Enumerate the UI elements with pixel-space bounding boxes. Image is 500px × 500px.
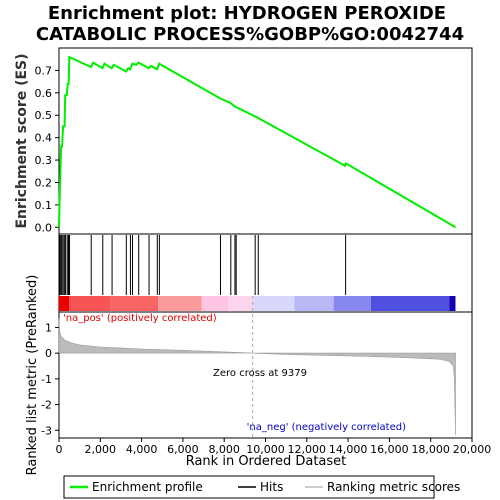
es-tick-label: 0.3 [35,154,53,167]
x-tick-label: 12,000 [288,443,327,456]
enrichment-profile-line [58,55,457,229]
metric-tick-label: -2 [41,399,52,412]
metric-y-ticks: 1 0 -1 -2 -3 [41,321,59,437]
es-tick-label: 0.5 [35,109,53,122]
legend-label: Ranking metric scores [327,480,460,494]
es-y-axis-label: Enrichment score (ES) [14,53,30,228]
gradient-segment [59,296,70,311]
metric-tick-label: 0 [45,347,52,360]
es-tick-label: 0.6 [35,87,53,100]
legend-item: Ranking metric scores [305,480,460,494]
legend-label: Enrichment profile [92,480,203,494]
x-tick-label: 8,000 [208,443,240,456]
legend-item: Hits [238,480,283,494]
x-tick-label: 16,000 [370,443,409,456]
gradient-segment [158,296,202,311]
x-tick-label: 10,000 [246,443,285,456]
zero-cross-label: Zero cross at 9379 [213,368,307,379]
gradient-segment [333,296,371,311]
rank-color-gradient [59,296,456,311]
enrichment-score-panel: 0.0 0.1 0.2 0.3 0.4 0.5 0.6 0.7 Enrichment scor… [14,47,473,235]
es-y-ticks: 0.0 0.1 0.2 0.3 0.4 0.5 0.6 0.7 [35,64,59,234]
gradient-segment [294,296,334,311]
hits-panel [58,233,473,313]
ranked-metric-panel: 1 0 -1 -2 -3 Zero cross at 9379 'na_pos' (po… [25,275,473,476]
es-tick-label: 0.0 [35,221,53,234]
legend-item: Enrichment profile [70,480,203,494]
x-tick-label: 2,000 [85,443,117,456]
x-axis-label: Rank in Ordered Dataset [186,454,347,469]
gradient-segment [201,296,229,311]
legend: Enrichment profile Hits Ranking metric sco… [63,475,460,499]
positive-correlation-label: 'na_pos' (positively correlated) [63,313,217,324]
gradient-segment [110,296,159,311]
es-tick-label: 0.2 [35,176,53,189]
negative-correlation-label: 'na_neg' (negatively correlated) [247,422,406,433]
metric-plot-frame [58,311,473,439]
x-tick-label: 0 [56,443,63,456]
legend-label: Hits [260,480,283,494]
x-axis: 0 2,000 4,000 6,000 8,000 10,000 12,000 14,000 1… [56,438,492,469]
gradient-segment [228,296,254,311]
metric-tick-label: 1 [45,321,52,334]
x-tick-label: 14,000 [329,443,368,456]
gradient-segment [449,296,456,311]
gradient-segment [370,296,450,311]
es-tick-label: 0.1 [35,199,53,212]
gradient-segment [69,296,111,311]
x-tick-label: 18,000 [411,443,450,456]
x-tick-label: 4,000 [126,443,158,456]
chart-title-line-2: CATABOLIC PROCESS%GOBP%GO:0042744 [36,24,464,45]
ranking-metric-area [58,318,456,436]
x-tick-label: 20,000 [453,443,492,456]
gradient-segment [253,296,295,311]
metric-tick-label: -1 [41,373,52,386]
chart-title-line-1: Enrichment plot: HYDROGEN PEROXIDE [48,3,446,24]
es-tick-label: 0.4 [35,132,53,145]
metric-tick-label: -3 [41,424,52,437]
x-axis-ticks: 0 2,000 4,000 6,000 8,000 10,000 12,000 14,000 1… [56,438,492,456]
chart-title: Enrichment plot: HYDROGEN PEROXIDE CATAB… [36,3,464,45]
metric-y-axis-label: Ranked list metric (PreRanked) [25,275,40,476]
x-tick-label: 6,000 [167,443,199,456]
es-tick-label: 0.7 [35,64,53,77]
es-plot-frame [58,47,473,235]
hit-marks [59,235,347,295]
